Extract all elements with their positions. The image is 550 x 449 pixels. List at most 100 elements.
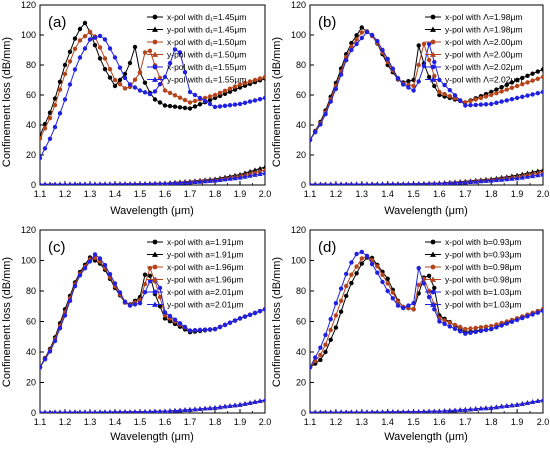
chart-a-series-2-point bbox=[227, 86, 233, 91]
chart-a-series-5-point bbox=[118, 181, 122, 185]
chart-a-series-0-point bbox=[127, 60, 133, 66]
chart-a-series-2-point bbox=[237, 82, 243, 87]
chart-a-series-5-point bbox=[192, 179, 198, 184]
chart-a-series-2-line bbox=[40, 31, 265, 139]
chart-b-series-4-point bbox=[421, 63, 427, 69]
chart-b-series-5-point bbox=[406, 181, 411, 185]
chart-d-ytick-label: 100 bbox=[291, 256, 306, 266]
chart-a-series-2-point bbox=[42, 126, 48, 131]
chart-d-series-0-point bbox=[432, 285, 437, 291]
chart-c-series-0-point bbox=[142, 272, 148, 277]
chart-a-series-5-point bbox=[93, 181, 97, 185]
chart-a-series-2-point bbox=[142, 50, 148, 55]
chart-a-xtick-label: 1.3 bbox=[84, 189, 97, 199]
chart-c-series-5-point bbox=[107, 409, 113, 413]
chart-c-xtick-label: 1.1 bbox=[34, 417, 47, 427]
chart-a-legend-label: y-pol with d₁=1.55μm bbox=[167, 75, 246, 85]
chart-d-series-4-point bbox=[535, 310, 540, 315]
chart-c-legend-label: x-pol with a=1.96μm bbox=[167, 262, 243, 272]
chart-b-series-5-point bbox=[310, 181, 312, 185]
chart-d-series-5-point bbox=[504, 403, 510, 408]
chart-b-series-4-point bbox=[354, 41, 359, 47]
chart-a-series-5-point bbox=[83, 181, 87, 185]
chart-c-xtick-label: 1.5 bbox=[134, 417, 147, 427]
chart-d-series-0-point bbox=[426, 273, 432, 278]
chart-d-series-5-point bbox=[488, 405, 494, 410]
chart-c-series-2-point bbox=[157, 294, 163, 300]
chart-a-panel-label: (a) bbox=[48, 14, 66, 31]
chart-a-legend-swatch-marker bbox=[152, 14, 158, 20]
chart-b-series-0-point bbox=[416, 43, 421, 48]
chart-d-xtick-label: 1.1 bbox=[304, 417, 317, 427]
chart-a-series-0-point bbox=[132, 44, 138, 50]
chart-d-series-4-point bbox=[359, 249, 364, 255]
chart-b-legend-swatch-marker bbox=[430, 26, 436, 32]
chart-a-series-0-point bbox=[152, 97, 158, 102]
chart-d-panel-label: (d) bbox=[318, 239, 336, 256]
chart-b-ytick-label: 100 bbox=[291, 30, 306, 40]
chart-a-series-4-point bbox=[122, 75, 128, 81]
chart-c-xtick-label: 2.0 bbox=[259, 417, 272, 427]
chart-d-series-2-point bbox=[344, 283, 349, 289]
chart-b-ytick-label: 80 bbox=[296, 60, 306, 70]
chart-b-series-0-point bbox=[359, 25, 364, 30]
chart-d-series-2-point bbox=[328, 327, 333, 333]
chart-a-legend-swatch-marker bbox=[152, 51, 158, 57]
chart-a-series-0-point bbox=[117, 77, 123, 83]
chart-c-ylabel: Confinement loss (dB/mm) bbox=[1, 257, 13, 387]
chart-d-series-4-point bbox=[375, 270, 380, 275]
chart-d-series-5-point bbox=[385, 409, 390, 413]
chart-a-series-1-point bbox=[257, 165, 263, 171]
chart-a-series-4-point bbox=[187, 89, 193, 95]
chart-d-series-5 bbox=[310, 397, 543, 413]
chart-a-series-4-point bbox=[242, 100, 248, 106]
chart-d-series-4-point bbox=[369, 261, 375, 267]
chart-b-series-5-point bbox=[524, 174, 531, 179]
chart-d-series-4-point bbox=[426, 294, 432, 300]
chart-c-series-5-point bbox=[152, 408, 158, 413]
chart-a-series-2-point bbox=[212, 92, 218, 98]
chart-b-series-4-point bbox=[478, 102, 484, 107]
chart-b-legend: x-pol with Λ=1.98μm y-pol with Λ=1.98μm x-… bbox=[425, 12, 522, 85]
chart-b-series-0-point bbox=[530, 71, 535, 76]
chart-c-series-4-point bbox=[192, 328, 198, 333]
chart-a-series-2-point bbox=[217, 90, 223, 96]
chart-a-series-1-point bbox=[262, 164, 265, 170]
chart-b-series-5-point bbox=[442, 180, 448, 185]
chart-a-ylabel: Confinement loss (dB/mm) bbox=[1, 37, 13, 167]
chart-c-series-5-point bbox=[167, 408, 173, 413]
chart-c-xtick-label: 1.3 bbox=[84, 417, 97, 427]
chart-a-series-4-point bbox=[217, 104, 223, 109]
chart-a-ytick-label: 80 bbox=[26, 60, 36, 70]
chart-d-series-0-point bbox=[338, 309, 344, 314]
chart-b-ytick-label: 40 bbox=[296, 120, 306, 130]
chart-a-series-4-point bbox=[62, 97, 68, 102]
chart-b-series-4-point bbox=[525, 93, 530, 98]
chart-d-series-2-point bbox=[395, 299, 401, 304]
chart-b-series-5-point bbox=[334, 181, 338, 185]
chart-d-series-0-point bbox=[344, 293, 349, 299]
chart-a-series-5-point bbox=[207, 178, 213, 183]
chart-a-series-0-point bbox=[72, 36, 78, 41]
chart-b-series-0-point bbox=[540, 67, 543, 72]
chart-d-legend-label: x-pol with b=1.03μm bbox=[445, 287, 521, 297]
chart-b-series-5-point bbox=[457, 179, 463, 185]
chart-b-xtick-label: 1.7 bbox=[459, 189, 472, 199]
chart-b-series-4-point bbox=[432, 59, 437, 65]
chart-b-series-5-point bbox=[447, 180, 453, 185]
chart-a-series-4-point bbox=[207, 101, 213, 107]
chart-a-series-4-point bbox=[167, 61, 173, 66]
chart-a-series-5-point bbox=[98, 181, 102, 185]
chart-a-series-4-point bbox=[117, 65, 123, 70]
chart-c-series-0-point bbox=[147, 273, 153, 278]
chart-d-series-4-point bbox=[499, 323, 504, 328]
chart-d-series-4-point bbox=[406, 303, 411, 308]
chart-d-series-4-point bbox=[452, 326, 458, 331]
chart-a-series-5-point bbox=[252, 172, 258, 177]
chart-a-series-2-point bbox=[117, 82, 123, 87]
chart-d-series-4-point bbox=[458, 329, 463, 334]
chart-c-series-4-point bbox=[40, 365, 43, 370]
chart-d-series-4-point bbox=[380, 279, 385, 285]
chart-c-series-4-point bbox=[172, 317, 178, 322]
chart-c-ytick-label: 20 bbox=[26, 378, 36, 388]
